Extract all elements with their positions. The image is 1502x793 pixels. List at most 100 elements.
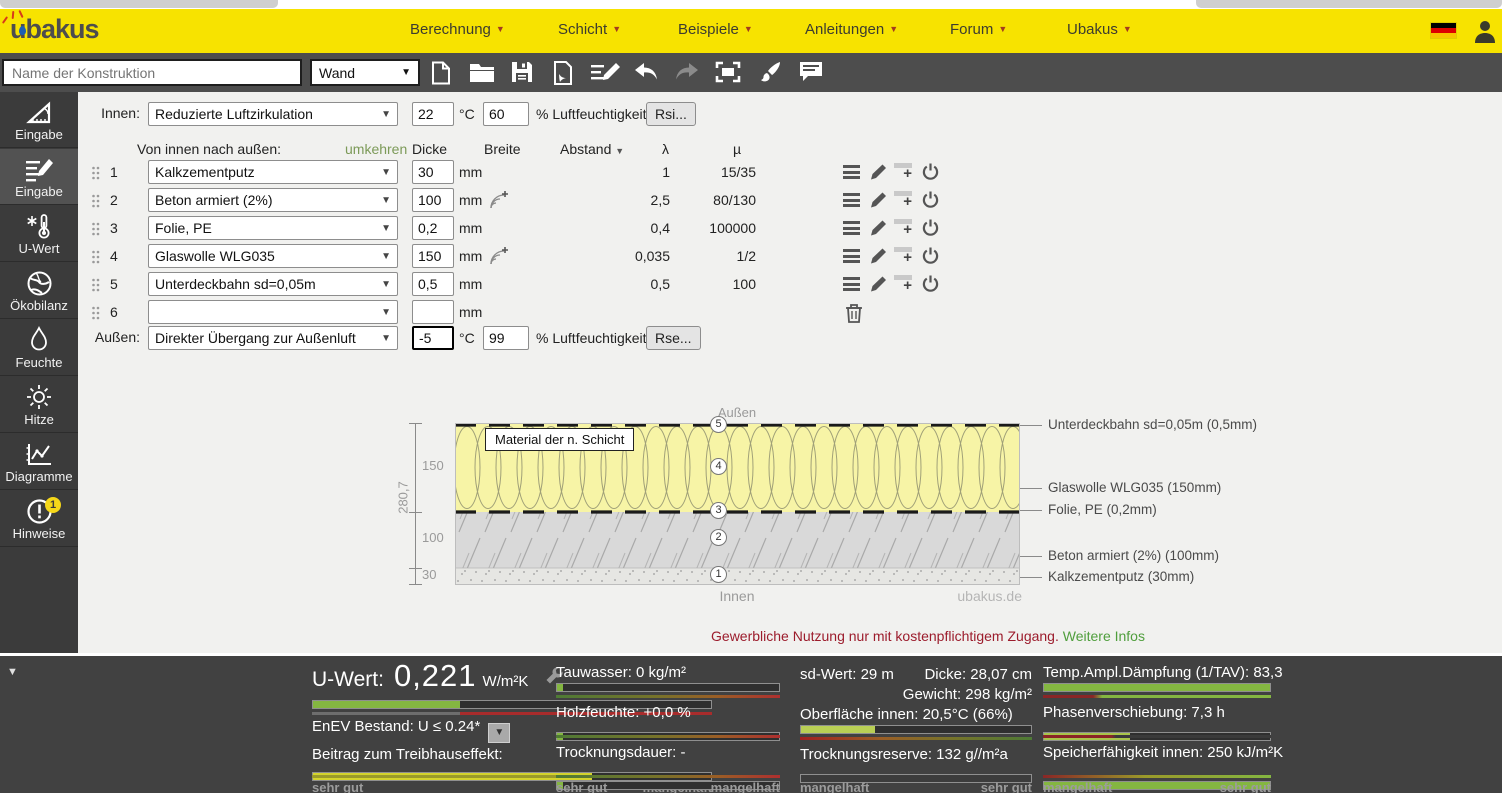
toggle-layer-icon[interactable] xyxy=(921,246,940,265)
drag-handle-icon[interactable] xyxy=(91,222,100,236)
thickness-input[interactable] xyxy=(412,188,454,212)
toggle-layer-icon[interactable] xyxy=(921,162,940,181)
sidebar-item-diagramme[interactable]: Diagramme xyxy=(0,434,78,490)
insert-layer-icon[interactable]: + xyxy=(894,191,912,209)
nav-ubakus[interactable]: Ubakus ▼ xyxy=(1067,21,1132,38)
edit-layer-icon[interactable] xyxy=(869,247,887,265)
material-select[interactable]: Unterdeckbahn sd=0,05m ▼ xyxy=(148,272,398,296)
thickness-input[interactable] xyxy=(412,300,454,324)
redo-icon[interactable] xyxy=(674,61,698,85)
undo-icon[interactable] xyxy=(633,61,657,85)
edit-layer-icon[interactable] xyxy=(869,275,887,293)
insert-layer-icon[interactable]: + xyxy=(894,247,912,265)
toggle-layer-icon[interactable] xyxy=(921,274,940,293)
layer-menu-icon[interactable] xyxy=(843,165,860,182)
droplet-icon xyxy=(0,320,78,354)
save-icon[interactable] xyxy=(511,61,535,85)
feedback-comment-icon[interactable] xyxy=(799,61,823,85)
outside-surface-select[interactable]: Direkter Übergang zur Außenluft ▼ xyxy=(148,326,398,350)
insert-layer-icon[interactable]: + xyxy=(894,219,912,237)
sidebar-item-eingabe-schichten[interactable]: Eingabe xyxy=(0,149,78,205)
thickness-input[interactable] xyxy=(412,244,454,268)
drag-handle-icon[interactable] xyxy=(91,278,100,292)
celsius-unit: °C xyxy=(459,330,475,346)
layer-menu-icon[interactable] xyxy=(843,277,860,294)
sidebar-item-hitze[interactable]: Hitze xyxy=(0,377,78,433)
layer-marker-3[interactable]: 3 xyxy=(710,502,727,519)
outside-humidity-input[interactable] xyxy=(483,326,529,350)
toggle-layer-icon[interactable] xyxy=(921,190,940,209)
sidebar-item-u-wert[interactable]: U-Wert xyxy=(0,206,78,262)
rse-button[interactable]: Rse... xyxy=(646,326,701,350)
insert-layer-icon[interactable]: + xyxy=(894,275,912,293)
material-select[interactable]: Glaswolle WLG035 ▼ xyxy=(148,244,398,268)
wall-cross-section[interactable] xyxy=(455,423,1020,585)
construction-name-input[interactable] xyxy=(2,59,302,86)
layer-marker-5[interactable]: 5 xyxy=(710,416,727,433)
inhomogeneous-layer-icon[interactable] xyxy=(488,189,510,211)
drag-handle-icon[interactable] xyxy=(91,250,100,264)
edit-layer-icon[interactable] xyxy=(869,219,887,237)
drag-handle-icon[interactable] xyxy=(91,306,100,320)
user-account-icon[interactable] xyxy=(1474,19,1496,43)
chevron-down-icon: ▼ xyxy=(495,24,505,34)
nav-schicht[interactable]: Schicht ▼ xyxy=(558,21,622,38)
layer-menu-icon[interactable] xyxy=(843,249,860,266)
col-spacing[interactable]: Abstand ▼ xyxy=(560,141,625,157)
toggle-layer-icon[interactable] xyxy=(921,218,940,237)
delete-layer-icon[interactable] xyxy=(844,302,864,324)
layer-marker-1[interactable]: 1 xyxy=(710,566,727,583)
reverse-link[interactable]: umkehren xyxy=(345,141,408,157)
new-document-icon[interactable] xyxy=(430,61,454,85)
inside-surface-select[interactable]: Reduzierte Luftzirkulation ▼ xyxy=(148,102,398,126)
edit-layers-icon[interactable] xyxy=(590,61,620,85)
material-select[interactable]: Folie, PE ▼ xyxy=(148,216,398,240)
surface-gauge xyxy=(800,725,1032,734)
open-folder-icon[interactable] xyxy=(469,61,494,85)
material-select[interactable]: Kalkzementputz ▼ xyxy=(148,160,398,184)
german-flag-icon[interactable] xyxy=(1430,22,1457,39)
col-lambda: λ xyxy=(662,141,669,157)
construction-type-select[interactable]: Wand ▼ xyxy=(310,59,420,86)
wrench-icon[interactable] xyxy=(544,666,564,686)
heat-capacity-label: Speicherfähigkeit innen: 250 kJ/m²K xyxy=(1043,744,1284,761)
layer-menu-icon[interactable] xyxy=(843,193,860,210)
nav-anleitungen[interactable]: Anleitungen ▼ xyxy=(805,21,899,38)
material-select[interactable]: Beton armiert (2%) ▼ xyxy=(148,188,398,212)
sidebar-item-oekobilanz[interactable]: Ökobilanz xyxy=(0,263,78,319)
outside-temperature-input[interactable] xyxy=(412,326,454,350)
enev-select-button[interactable]: ▼ xyxy=(488,722,511,743)
layer-marker-2[interactable]: 2 xyxy=(710,529,727,546)
layer-menu-icon[interactable] xyxy=(843,221,860,238)
collapse-panel-icon[interactable]: ▼ xyxy=(7,666,18,678)
weitere-infos-link[interactable]: Weitere Infos xyxy=(1062,628,1145,644)
nav-berechnung[interactable]: Berechnung ▼ xyxy=(410,21,505,38)
ubakus-logo[interactable]: ubakus xyxy=(1,9,100,45)
pdf-export-icon[interactable] xyxy=(553,61,577,85)
insert-layer-icon[interactable]: + xyxy=(894,163,912,181)
material-select[interactable]: ▼ xyxy=(148,300,398,324)
sidebar-item-feuchte[interactable]: Feuchte xyxy=(0,320,78,376)
drag-handle-icon[interactable] xyxy=(91,194,100,208)
layer-marker-4[interactable]: 4 xyxy=(710,458,727,475)
sidebar-item-hinweise[interactable]: Hinweise 1 xyxy=(0,491,78,547)
inhomogeneous-layer-icon[interactable] xyxy=(488,245,510,267)
edit-layer-icon[interactable] xyxy=(869,191,887,209)
paint-brush-icon[interactable] xyxy=(758,61,782,85)
inside-temperature-input[interactable] xyxy=(412,102,454,126)
layer-number: 3 xyxy=(110,220,118,236)
sidebar-item-eingabe-geometrie[interactable]: Eingabe xyxy=(0,92,78,148)
drag-handle-icon[interactable] xyxy=(91,166,100,180)
drying-reserve-gauge xyxy=(800,774,1032,783)
thickness-input[interactable] xyxy=(412,160,454,184)
nav-beispiele[interactable]: Beispiele ▼ xyxy=(678,21,753,38)
edit-layer-icon[interactable] xyxy=(869,163,887,181)
chevron-down-icon: ▼ xyxy=(381,250,391,262)
fullscreen-icon[interactable] xyxy=(715,61,741,85)
nav-forum[interactable]: Forum ▼ xyxy=(950,21,1008,38)
thickness-input[interactable] xyxy=(412,272,454,296)
thickness-input[interactable] xyxy=(412,216,454,240)
inside-humidity-input[interactable] xyxy=(483,102,529,126)
rsi-button[interactable]: Rsi... xyxy=(646,102,696,126)
celsius-unit: °C xyxy=(459,106,475,122)
